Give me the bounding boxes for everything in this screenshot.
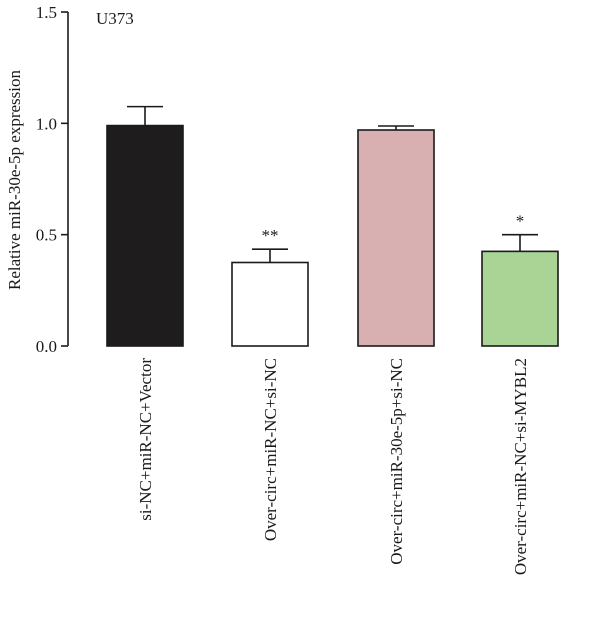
category-labels: si-NC+miR-NC+Vector Over-circ+miR-NC+si-N…: [136, 358, 530, 575]
category-label: si-NC+miR-NC+Vector: [136, 358, 155, 521]
significance-marker: *: [516, 212, 525, 231]
bar: [357, 129, 435, 347]
axes: 0.0 0.5 1.0 1.5: [36, 3, 69, 356]
y-tick-label: 0.0: [36, 337, 57, 356]
significance-marker: **: [262, 226, 279, 245]
category-label: Over-circ+miR-30e-5p+si-NC: [387, 358, 406, 565]
bars: ***: [106, 105, 559, 347]
category-label: Over-circ+miR-NC+si-MYBL2: [511, 358, 530, 575]
bar: [106, 124, 184, 347]
bar: [231, 261, 309, 347]
category-label: Over-circ+miR-NC+si-NC: [261, 358, 280, 541]
bar: [481, 250, 559, 347]
y-axis-label: Relative miR-30e-5p expression: [5, 70, 24, 291]
panel-label: U373: [96, 9, 134, 28]
y-tick-label: 1.5: [36, 3, 57, 22]
y-tick-label: 1.0: [36, 114, 57, 133]
y-tick-label: 0.5: [36, 226, 57, 245]
